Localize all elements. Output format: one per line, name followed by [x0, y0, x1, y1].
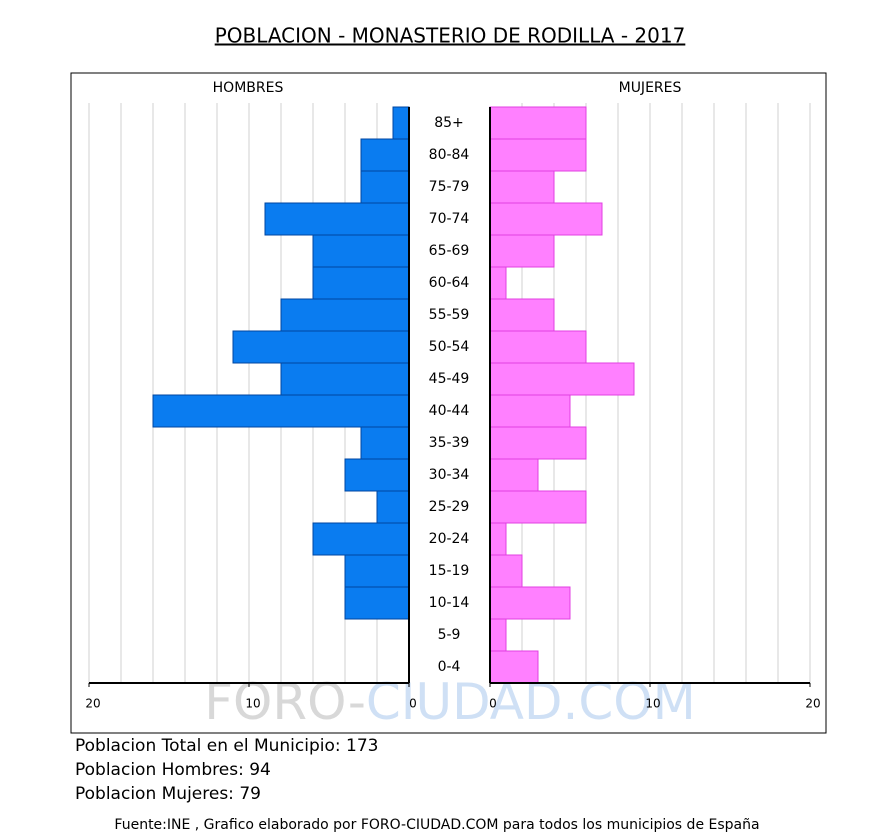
category-label: 10-14 — [429, 595, 470, 611]
watermark-part: FORO- — [204, 673, 366, 731]
bar — [489, 106, 587, 140]
bar — [312, 266, 410, 300]
x-tick-label: 20 — [805, 697, 820, 711]
bar — [312, 522, 410, 556]
bar — [152, 394, 410, 428]
category-label: 25-29 — [429, 499, 470, 515]
category-label: 60-64 — [429, 275, 470, 291]
bar — [280, 298, 410, 332]
bar — [489, 138, 587, 172]
source: Fuente:INE , Grafico elaborado por FORO-… — [114, 817, 759, 833]
x-tick-label: 0 — [489, 697, 497, 711]
category-label: 70-74 — [429, 211, 470, 227]
legend-label: HOMBRES — [213, 80, 284, 96]
x-tick-label: 10 — [245, 697, 260, 711]
category-label: 35-39 — [429, 435, 470, 451]
bar — [489, 426, 587, 460]
bar — [264, 202, 410, 236]
bar — [489, 330, 587, 364]
x-tick-label: 0 — [409, 697, 417, 711]
bar — [489, 522, 507, 556]
bar — [360, 426, 410, 460]
bar — [489, 298, 555, 332]
x-tick-label: 20 — [85, 697, 100, 711]
category-label: 5-9 — [438, 627, 461, 643]
bar — [489, 202, 603, 236]
category-label: 30-34 — [429, 467, 470, 483]
x-tick-label: 10 — [645, 697, 660, 711]
bar — [344, 586, 410, 620]
legend-label: MUJERES — [619, 80, 682, 96]
category-label: 75-79 — [429, 179, 470, 195]
bar — [489, 618, 507, 652]
category-label: 50-54 — [429, 339, 470, 355]
category-label: 45-49 — [429, 371, 470, 387]
bar — [232, 330, 410, 364]
category-label: 0-4 — [438, 659, 461, 675]
stat-line: Poblacion Hombres: 94 — [75, 760, 271, 780]
category-label: 20-24 — [429, 531, 470, 547]
bar — [489, 554, 523, 588]
stat-line: Poblacion Mujeres: 79 — [75, 784, 261, 804]
bar — [360, 170, 410, 204]
bar — [489, 650, 539, 684]
stat-line: Poblacion Total en el Municipio: 173 — [75, 736, 378, 756]
bar — [280, 362, 410, 396]
bar — [489, 586, 571, 620]
category-label: 15-19 — [429, 563, 470, 579]
bar — [489, 234, 555, 268]
bar — [489, 170, 555, 204]
category-label: 80-84 — [429, 147, 470, 163]
bar — [360, 138, 410, 172]
bar — [376, 490, 410, 524]
bar — [344, 458, 410, 492]
bar — [344, 554, 410, 588]
bar — [489, 266, 507, 300]
category-label: 55-59 — [429, 307, 470, 323]
bar — [489, 394, 571, 428]
category-label: 85+ — [434, 115, 464, 131]
watermark: FORO-CIUDAD.COM — [204, 673, 696, 731]
bar — [489, 490, 587, 524]
bar — [489, 458, 539, 492]
category-label: 40-44 — [429, 403, 470, 419]
bar — [392, 106, 410, 140]
bar — [489, 362, 635, 396]
bar — [312, 234, 410, 268]
category-label: 65-69 — [429, 243, 470, 259]
chart-title: POBLACION - MONASTERIO DE RODILLA - 2017 — [215, 24, 686, 48]
